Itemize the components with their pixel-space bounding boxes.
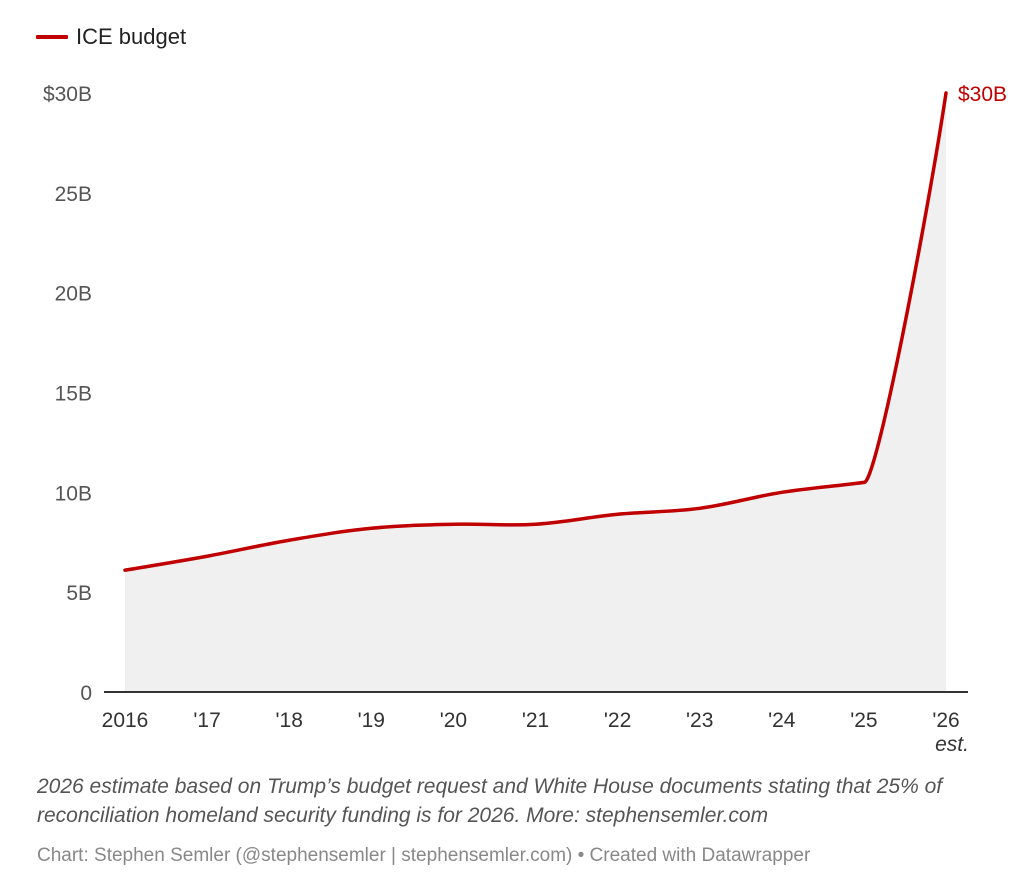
x-tick-label: '22 bbox=[604, 709, 631, 732]
x-tick-label: 2016 bbox=[102, 709, 149, 732]
chart-notes: 2026 estimate based on Trump’s budget re… bbox=[37, 775, 943, 827]
y-tick-label: 0 bbox=[80, 682, 92, 705]
x-tick-sublabel: est. bbox=[935, 733, 969, 756]
y-tick-label: 25B bbox=[55, 183, 92, 206]
series-line-ice-budget bbox=[123, 91, 948, 572]
y-tick-label: 20B bbox=[55, 283, 92, 306]
x-tick-label: '23 bbox=[686, 709, 713, 732]
y-tick-label: 5B bbox=[66, 582, 92, 605]
legend-label-ice-budget: ICE budget bbox=[76, 24, 187, 49]
y-tick-label: $30B bbox=[43, 83, 92, 106]
x-tick-label: '24 bbox=[768, 709, 796, 732]
y-tick-label: 10B bbox=[55, 482, 92, 505]
x-tick-label: '17 bbox=[193, 709, 220, 732]
chart-credit: Chart: Stephen Semler (@stephensemler | … bbox=[37, 845, 811, 866]
end-value-label: $30B bbox=[958, 83, 1007, 106]
legend: ICE budget bbox=[36, 24, 186, 50]
x-tick-label: '19 bbox=[358, 709, 385, 732]
area-fill bbox=[125, 93, 946, 692]
x-tick-label: '26 bbox=[932, 709, 959, 732]
x-tick-label: '18 bbox=[276, 709, 303, 732]
legend-swatch-ice-budget bbox=[36, 35, 68, 39]
x-tick-label: '25 bbox=[850, 709, 877, 732]
x-tick-label: '21 bbox=[522, 709, 549, 732]
y-tick-label: 15B bbox=[55, 383, 92, 406]
x-tick-label: '20 bbox=[440, 709, 467, 732]
